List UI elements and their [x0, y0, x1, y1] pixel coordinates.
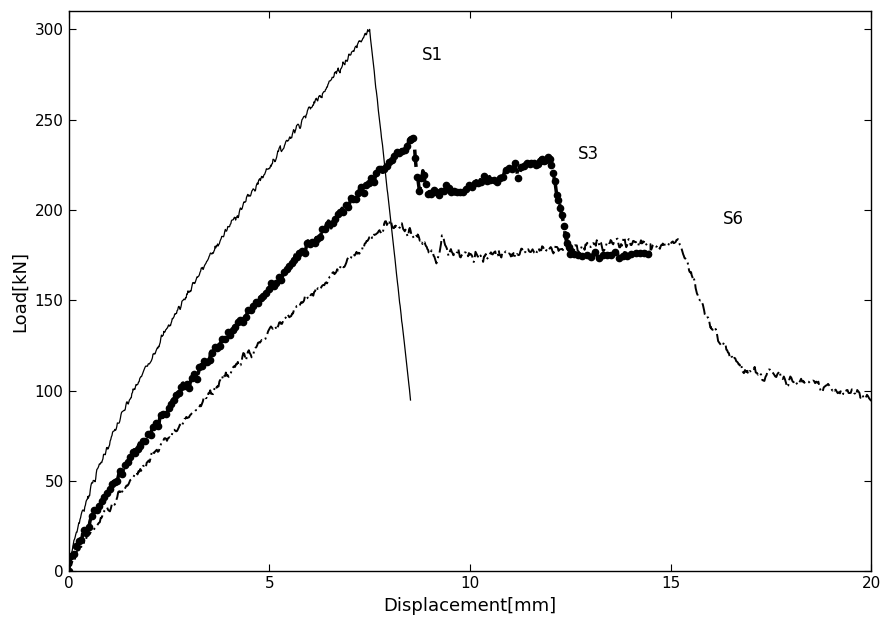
Text: S1: S1 [422, 46, 442, 64]
Text: S3: S3 [578, 145, 599, 163]
X-axis label: Displacement[mm]: Displacement[mm] [384, 597, 557, 615]
Y-axis label: Load[kN]: Load[kN] [11, 251, 29, 332]
Text: S6: S6 [723, 210, 744, 228]
